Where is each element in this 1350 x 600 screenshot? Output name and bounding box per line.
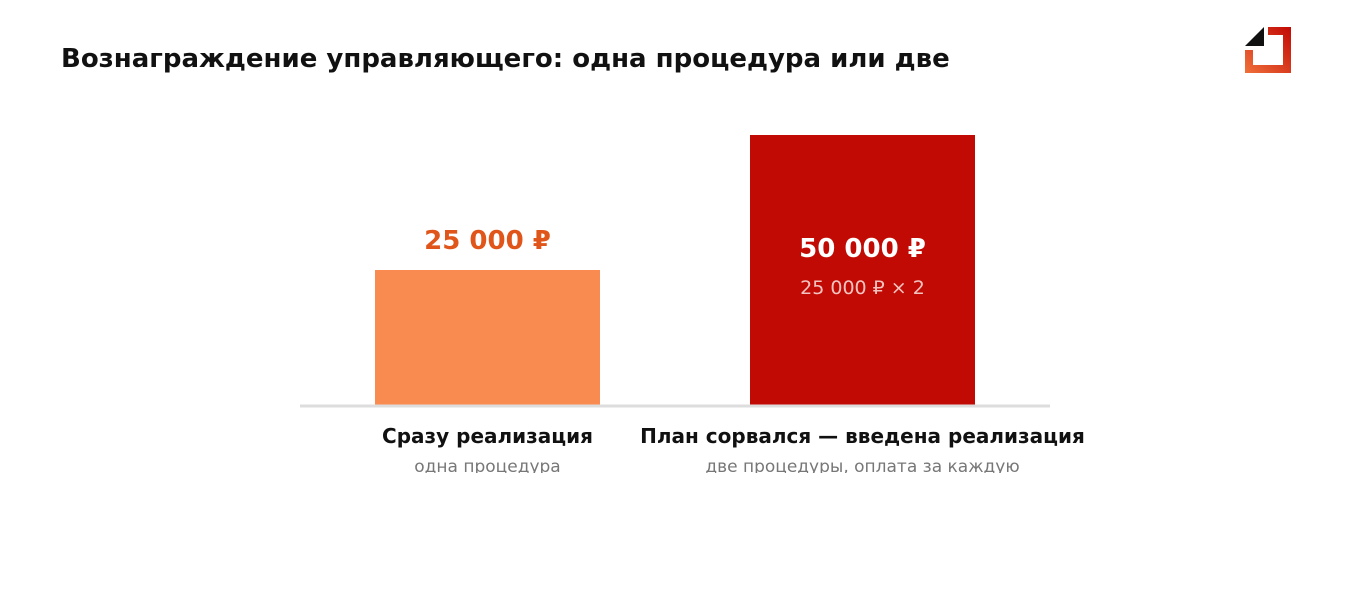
category-sublabel-double: две процедуры, оплата за каждую	[705, 457, 1020, 473]
page-title: Вознаграждение управляющего: одна процед…	[61, 44, 950, 74]
bankruptcy-house-logo-icon	[1245, 27, 1291, 73]
value-note-double: 25 000 ₽ × 2	[800, 277, 925, 299]
value-label-single: 25 000 ₽	[424, 226, 551, 256]
category-sublabel-single: одна процедура	[414, 457, 561, 473]
value-label-double: 50 000 ₽	[799, 234, 926, 264]
bar-single	[375, 270, 600, 405]
category-label-single: Сразу реализация	[382, 424, 593, 448]
bar-double	[750, 135, 975, 405]
category-label-double: План сорвался — введена реализация	[640, 424, 1085, 448]
